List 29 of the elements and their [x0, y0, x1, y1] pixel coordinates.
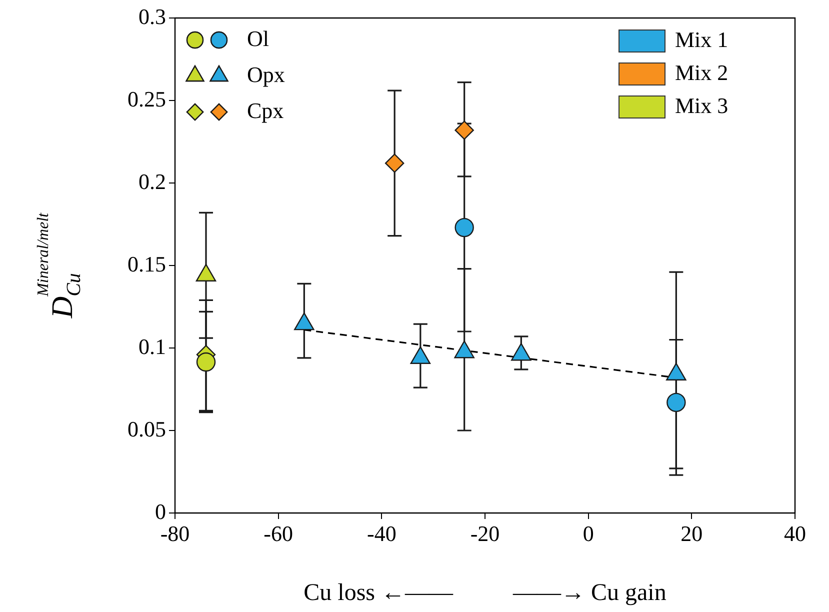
y-tick-label: 0.15: [128, 251, 166, 276]
point: [666, 362, 686, 380]
legend-label: Mix 3: [675, 92, 728, 118]
y-axis-title: DCuMineral/melt: [35, 212, 85, 320]
legend-label: Mix 1: [675, 26, 728, 52]
x-tick-label: -40: [367, 520, 396, 546]
y-tick-label: 0.25: [128, 86, 166, 112]
point: [511, 343, 532, 361]
y-tick-label: 0.1: [138, 334, 166, 359]
point: [410, 346, 431, 364]
x-tick-label: 0: [582, 520, 594, 546]
legend-label: Ol: [247, 26, 269, 51]
x-tick-label: 40: [784, 520, 806, 546]
point: [454, 340, 474, 358]
x-tick-label: 20: [680, 520, 703, 546]
point: [454, 120, 474, 140]
x-tick-label: -60: [264, 520, 293, 546]
legend-label: Mix 2: [675, 60, 728, 85]
point: [384, 154, 404, 173]
point: [196, 264, 216, 282]
point: [294, 312, 314, 330]
x-tick-label: -20: [470, 520, 500, 546]
x-axis-title: Cu loss ←—— ——→ Cu gain: [304, 580, 666, 606]
y-tick-label: 0.3: [138, 4, 166, 29]
point: [454, 218, 474, 238]
legend-label: Opx: [247, 62, 285, 87]
y-tick-label: 0.05: [128, 416, 166, 442]
y-tick-label: 0.2: [138, 168, 166, 194]
legend-label: Cpx: [247, 98, 284, 123]
